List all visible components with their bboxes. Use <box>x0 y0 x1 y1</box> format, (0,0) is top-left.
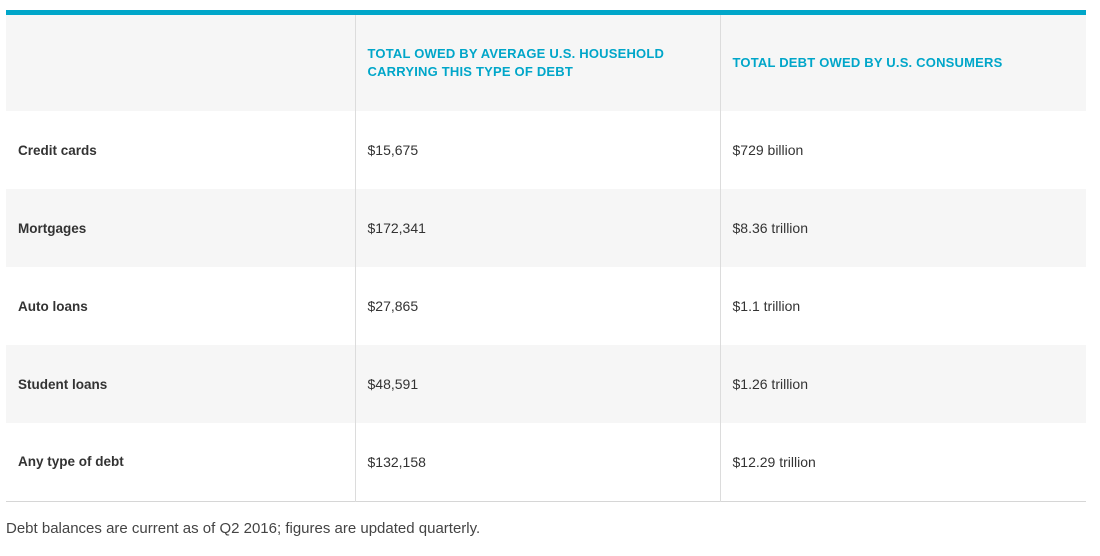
header-category <box>6 15 355 111</box>
household-value: $132,158 <box>354 423 720 501</box>
debt-table-container: TOTAL OWED BY AVERAGE U.S. HOUSEHOLD CAR… <box>6 10 1086 502</box>
debt-table: TOTAL OWED BY AVERAGE U.S. HOUSEHOLD CAR… <box>6 15 1086 502</box>
row-label: Any type of debt <box>18 454 124 470</box>
table-row-any-debt: Any type of debt $132,158 $12.29 trillio… <box>6 423 1086 501</box>
table-accent-bar <box>6 10 1086 15</box>
household-value: $27,865 <box>354 267 720 345</box>
header-household-avg: TOTAL OWED BY AVERAGE U.S. HOUSEHOLD CAR… <box>354 15 720 111</box>
table-row-auto-loans: Auto loans $27,865 $1.1 trillion <box>6 267 1086 345</box>
total-value: $1.26 trillion <box>719 345 1086 423</box>
footnote: Debt balances are current as of Q2 2016;… <box>6 520 481 537</box>
table-header-row: TOTAL OWED BY AVERAGE U.S. HOUSEHOLD CAR… <box>6 15 1086 111</box>
household-value: $15,675 <box>354 111 720 189</box>
total-value: $729 billion <box>719 111 1086 189</box>
row-label: Student loans <box>18 376 108 392</box>
row-label: Credit cards <box>18 142 97 158</box>
header-total-consumer-debt: TOTAL DEBT OWED BY U.S. CONSUMERS <box>719 15 1086 111</box>
table-row-credit-cards: Credit cards $15,675 $729 billion <box>6 111 1086 189</box>
row-label: Auto loans <box>18 298 88 314</box>
total-value: $8.36 trillion <box>719 189 1086 267</box>
total-value: $12.29 trillion <box>719 423 1086 501</box>
household-value: $172,341 <box>354 189 720 267</box>
household-value: $48,591 <box>354 345 720 423</box>
total-value: $1.1 trillion <box>719 267 1086 345</box>
table-row-mortgages: Mortgages $172,341 $8.36 trillion <box>6 189 1086 267</box>
row-label: Mortgages <box>18 220 87 236</box>
table-row-student-loans: Student loans $48,591 $1.26 trillion <box>6 345 1086 423</box>
